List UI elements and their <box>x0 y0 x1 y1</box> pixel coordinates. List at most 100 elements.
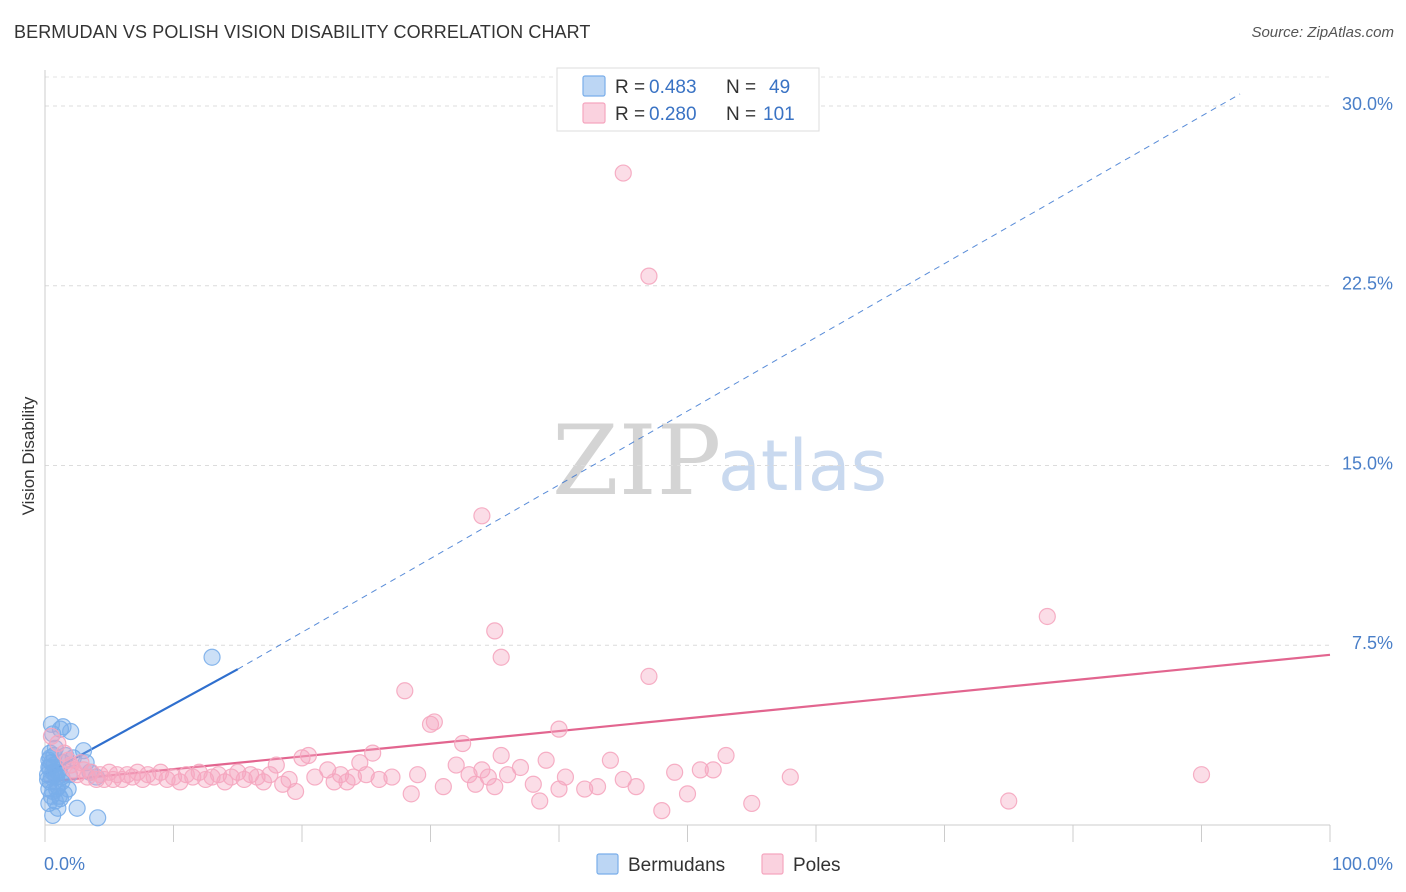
watermark-zip: ZIP <box>552 405 721 517</box>
point-poles <box>486 622 504 640</box>
point-poles <box>492 746 510 765</box>
point-poles <box>550 720 568 738</box>
point-poles <box>254 773 273 791</box>
point-poles <box>492 648 510 666</box>
point-poles <box>473 507 491 525</box>
point-poles <box>627 778 645 796</box>
x-tick-label-max: 100.0% <box>1332 854 1393 874</box>
series-legend-label-poles: Poles <box>793 855 841 876</box>
trend-line-poles <box>44 653 1331 783</box>
point-poles <box>537 751 555 769</box>
point-poles <box>364 744 382 762</box>
point-poles <box>49 734 67 753</box>
x-tick-label-min: 0.0% <box>44 854 85 874</box>
point-poles <box>653 802 671 820</box>
point-bermudans <box>68 799 86 817</box>
gridlines <box>45 76 1330 646</box>
point-poles <box>370 770 388 789</box>
legend-r-label-bermudans: R = <box>615 77 645 98</box>
point-poles <box>743 794 761 813</box>
point-poles <box>524 775 542 793</box>
point-poles <box>325 773 343 791</box>
point-poles <box>267 756 285 774</box>
point-poles <box>261 766 279 784</box>
point-bermudans <box>40 751 58 769</box>
legend-r-label-poles: R = <box>615 104 645 125</box>
point-poles <box>614 164 632 182</box>
legend-n-value-bermudans: 49 <box>769 77 790 98</box>
point-poles <box>425 713 443 731</box>
point-poles <box>717 746 735 765</box>
point-bermudans <box>49 799 67 817</box>
point-poles <box>640 267 658 285</box>
point-poles <box>479 768 497 786</box>
point-poles <box>171 773 189 791</box>
point-poles <box>447 756 465 774</box>
trend-lines <box>44 93 1331 783</box>
point-poles <box>299 746 318 765</box>
legend-r-value-poles: 0.280 <box>649 104 697 125</box>
point-poles <box>286 782 305 801</box>
point-poles <box>209 766 228 784</box>
point-poles <box>306 768 324 786</box>
point-poles <box>59 751 77 769</box>
point-poles <box>190 763 208 781</box>
point-poles <box>152 763 170 781</box>
series-legend-swatch-poles <box>761 853 784 875</box>
legend-n-label-poles: N = <box>726 104 756 125</box>
stats-legend: R = 0.483 N = 49 R = 0.280 N = 101 <box>556 67 820 132</box>
legend-n-value-poles: 101 <box>763 104 795 125</box>
watermark-atlas: atlas <box>718 425 887 507</box>
point-poles <box>704 761 722 779</box>
point-bermudans <box>203 648 221 666</box>
point-poles <box>1000 792 1018 810</box>
point-poles <box>691 761 709 779</box>
y-tick-label: 15.0% <box>1342 453 1393 473</box>
trend-line-bermudans <box>44 668 239 776</box>
point-poles <box>229 763 247 781</box>
axes <box>44 70 1331 842</box>
series-legend-label-bermudans: Bermudans <box>628 855 725 876</box>
point-poles <box>601 751 620 769</box>
point-bermudans <box>51 720 70 738</box>
point-poles <box>486 778 504 796</box>
y-tick-label: 7.5% <box>1352 633 1393 653</box>
legend-n-label-bermudans: N = <box>726 77 756 98</box>
point-bermudans <box>46 766 64 784</box>
point-poles <box>383 768 401 786</box>
point-poles <box>454 734 472 753</box>
point-poles <box>588 778 607 796</box>
point-poles <box>42 727 61 745</box>
legend-swatch-bermudans <box>582 75 606 97</box>
point-poles <box>1038 607 1056 626</box>
point-bermudans <box>53 773 71 791</box>
chart-title: BERMUDAN VS POLISH VISION DISABILITY COR… <box>14 22 591 42</box>
point-poles <box>666 763 684 781</box>
point-poles <box>434 778 452 796</box>
point-poles <box>331 766 350 784</box>
point-bermudans <box>59 780 77 798</box>
y-tick-label: 22.5% <box>1342 274 1393 294</box>
point-poles <box>531 792 549 810</box>
data-points <box>38 164 1211 827</box>
point-bermudans <box>89 809 107 827</box>
point-poles <box>466 775 485 793</box>
point-poles <box>576 780 594 798</box>
point-poles <box>1192 766 1211 784</box>
point-poles <box>113 770 131 789</box>
point-bermudans <box>62 722 80 741</box>
legend-swatch-poles <box>582 102 606 124</box>
trend-extension-bermudans <box>237 93 1241 670</box>
series-legend-swatch-bermudans <box>596 853 619 875</box>
point-poles <box>402 785 420 803</box>
point-poles <box>499 766 517 784</box>
point-poles <box>460 766 478 784</box>
legend-r-value-bermudans: 0.483 <box>649 77 697 98</box>
point-poles <box>62 756 80 774</box>
point-poles <box>781 768 799 786</box>
point-poles <box>678 785 697 803</box>
x-tick-labels: 0.0% 100.0% <box>44 854 1393 874</box>
point-poles <box>640 667 658 685</box>
source-label: Source: ZipAtlas.com <box>1251 24 1394 41</box>
point-poles <box>344 768 362 786</box>
